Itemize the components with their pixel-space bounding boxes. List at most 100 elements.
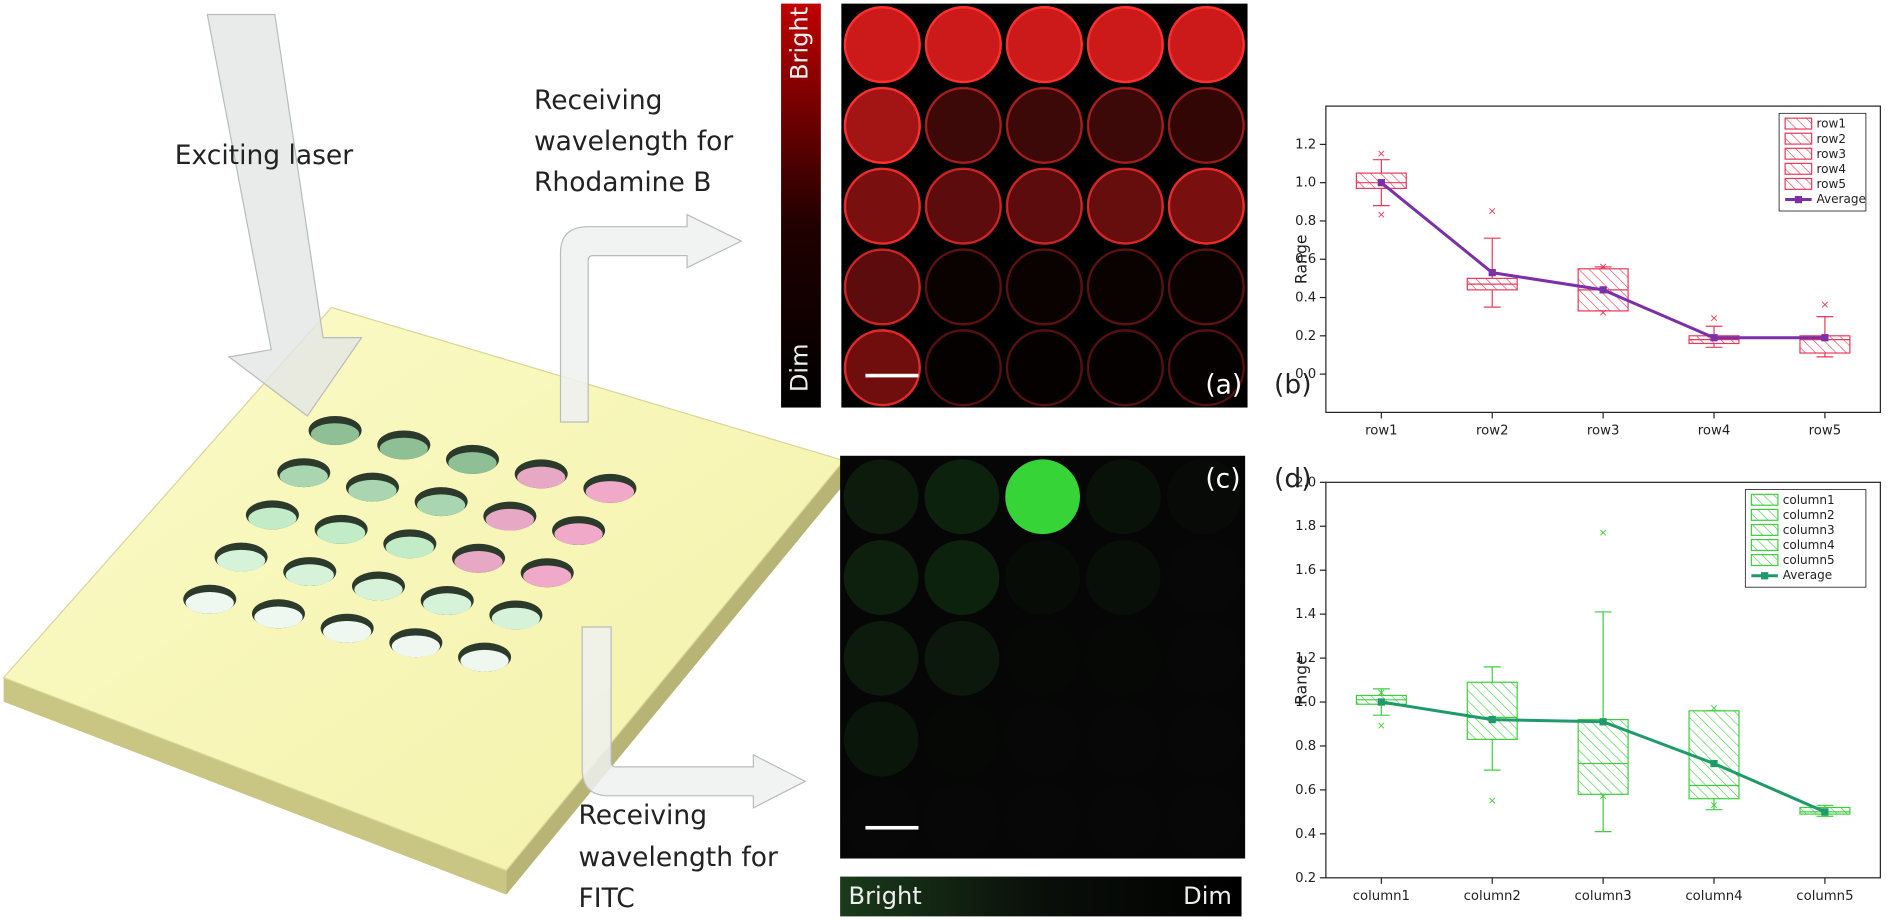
y-axis-label: Range (1291, 234, 1310, 284)
red-well-image (1167, 248, 1245, 326)
legend-swatch (1784, 162, 1813, 175)
green-well-image (843, 620, 919, 696)
y-tick-label: 0.0 (1295, 367, 1316, 382)
panel-label: (a) (1205, 369, 1242, 400)
legend-swatch (1784, 132, 1813, 145)
plate-well (317, 522, 366, 544)
y-tick-label: 0.6 (1295, 252, 1316, 267)
green-well-image (1005, 783, 1080, 858)
red-well-image (924, 329, 1002, 407)
red-well-image (924, 248, 1002, 326)
plate-well (460, 649, 509, 672)
x-tick-label: column5 (1796, 889, 1853, 904)
y-tick-label: 0.6 (1295, 783, 1316, 798)
legend-swatch (1750, 493, 1779, 506)
red-well-image (843, 248, 921, 326)
rhodamine-label: Receiving (534, 85, 662, 116)
plate-well (448, 452, 497, 474)
green-well-image (1086, 540, 1161, 615)
y-tick-label: 0.2 (1295, 329, 1316, 344)
x-tick-label: column2 (1464, 889, 1521, 904)
green-colorbar (840, 876, 1242, 917)
red-well-image (924, 6, 1002, 84)
red-well-image (1086, 86, 1164, 164)
legend-swatch (1750, 554, 1779, 567)
y-tick-label: 1.2 (1295, 651, 1316, 666)
y-tick-label: 0.8 (1295, 739, 1316, 754)
green-well-image (1005, 540, 1080, 615)
box (1688, 710, 1740, 800)
plate-well (485, 508, 534, 531)
red-well-image (1167, 6, 1245, 84)
green-well-image (1086, 621, 1161, 696)
mean-marker (1710, 334, 1718, 342)
plate-well (554, 523, 603, 546)
legend-swatch (1784, 117, 1813, 130)
legend-label: column1 (1783, 493, 1835, 507)
x-tick-label: row5 (1809, 423, 1842, 438)
outlier: × (1599, 526, 1608, 539)
plate-well (354, 578, 403, 601)
y-tick-label: 1.2 (1295, 137, 1316, 152)
rhodamine-arrow (559, 213, 743, 423)
box (1466, 681, 1518, 740)
y-tick-label: 0.4 (1295, 827, 1316, 842)
rhodamine-label: wavelength for (534, 126, 733, 157)
legend-label: row2 (1816, 132, 1846, 146)
y-tick-label: 1.0 (1295, 176, 1316, 191)
outlier: × (1709, 312, 1718, 325)
x-tick-label: column1 (1353, 889, 1410, 904)
plate-well (417, 494, 466, 517)
mean-marker (1488, 715, 1496, 724)
mean-marker (1821, 808, 1829, 816)
colorbar-label: Bright (849, 882, 922, 910)
mean-marker (1377, 179, 1385, 187)
outlier: × (1599, 260, 1608, 273)
green-well-image (925, 783, 1000, 858)
red-well-image (1086, 167, 1164, 245)
colorbar-label: Bright (785, 7, 813, 80)
x-tick-label: row1 (1365, 423, 1398, 438)
mean-marker (1710, 759, 1718, 768)
fitc-label: FITC (579, 883, 635, 914)
plate-well (248, 507, 297, 530)
y-tick-label: 2.0 (1295, 475, 1316, 490)
green-well-image (843, 540, 919, 615)
legend-swatch (1761, 572, 1769, 580)
legend-label: Average (1783, 568, 1832, 582)
red-well-image (843, 86, 921, 164)
outlier: × (1599, 306, 1608, 319)
red-well-image (1005, 248, 1083, 326)
fitc-label: wavelength for (579, 842, 778, 873)
x-tick-label: column3 (1575, 889, 1632, 904)
plate-well (491, 607, 540, 630)
y-tick-label: 1.8 (1295, 519, 1316, 534)
y-tick-label: 1.4 (1295, 607, 1316, 622)
y-tick-label: 0.4 (1295, 291, 1316, 306)
red-well-image (843, 6, 921, 84)
panel-label: (b) (1274, 369, 1312, 400)
legend-label: column2 (1783, 508, 1835, 522)
green-well-image (1086, 702, 1161, 777)
legend-label: row1 (1816, 117, 1846, 131)
rhodamine-label: Rhodamine B (534, 167, 711, 198)
outlier: × (1599, 790, 1608, 803)
legend-swatch (1784, 177, 1813, 190)
green-well-image (1167, 540, 1242, 615)
green-well-image (924, 540, 1000, 615)
green-well-image (1167, 702, 1242, 777)
scale-bar (865, 373, 919, 378)
plate-well (585, 481, 635, 503)
outlier: × (1488, 794, 1497, 807)
plate-side (3, 677, 507, 895)
green-well-image (924, 459, 1000, 535)
legend-swatch (1750, 538, 1779, 552)
panel-label: (d) (1274, 463, 1312, 494)
y-axis-label: Range (1291, 655, 1310, 705)
plate-well (185, 592, 234, 614)
plate-well (285, 564, 334, 587)
green-well-image (1166, 459, 1242, 535)
box (1577, 718, 1629, 795)
scale-bar (865, 825, 919, 830)
plate-well (454, 551, 503, 573)
